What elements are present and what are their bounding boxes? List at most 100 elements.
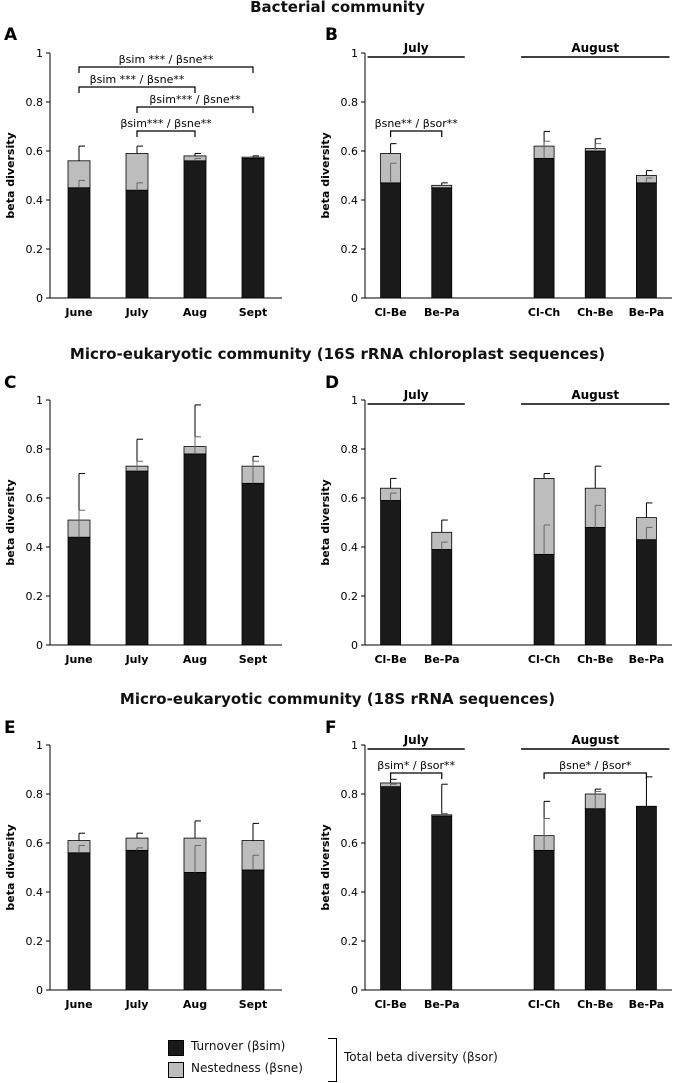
group-label: August [571,41,619,55]
y-tick-label: 1 [351,739,358,752]
x-tick-label: Be-Pa [629,998,665,1011]
group-label: July [403,41,429,55]
y-axis-label: beta diversity [4,479,17,565]
y-tick-label: 0.8 [341,443,359,456]
x-tick-label: Sept [239,998,268,1011]
y-tick-label: 0 [36,292,43,305]
y-tick-label: 0.4 [26,541,44,554]
y-axis-label: beta diversity [319,824,332,910]
y-tick-label: 0.4 [341,541,359,554]
y-tick-label: 0.2 [26,243,44,256]
bar-turnover [125,849,149,991]
significance-label: βsim *** / βsne** [90,73,185,86]
bar-turnover [636,805,657,991]
x-tick-label: July [125,306,149,319]
y-tick-label: 0.6 [26,837,44,850]
y-tick-label: 1 [351,394,358,407]
y-axis-label: beta diversity [4,132,17,218]
y-tick-label: 0.6 [26,492,44,505]
panel-label: C [4,373,16,393]
significance-label: βsne** / βsor** [375,117,459,130]
y-axis-label: beta diversity [319,132,332,218]
y-tick-label: 0.2 [341,935,359,948]
group-label: August [571,733,619,747]
y-tick-label: 0.8 [26,96,44,109]
bar-nestedness [431,184,453,189]
bar-turnover [584,527,606,646]
y-tick-label: 0.4 [26,886,44,899]
x-tick-label: July [125,998,149,1011]
significance-label: βsne* / βsor* [559,759,632,772]
y-tick-label: 0.6 [26,145,44,158]
group-label: July [403,733,429,747]
bar-turnover [584,808,606,991]
y-tick-label: 0.2 [341,243,359,256]
significance-bracket [136,130,196,137]
x-tick-label: Aug [183,998,207,1011]
panel-label: D [325,373,339,393]
panel-e: E 0 0.2 0.4 0.6 0.8 1 beta diversity June July Aug… [4,718,282,1011]
panel-d: D 0 0.2 0.4 0.6 0.8 1 beta diversity Cl-Be Be-Pa C… [319,373,672,666]
x-tick-label: Cl-Ch [528,306,560,319]
legend-total-label: Total beta diversity (βsor) [344,1050,498,1064]
legend-turnover-label: Turnover (βsim) [191,1039,286,1053]
legend-turnover-swatch [168,1040,184,1056]
bar-turnover [183,453,207,646]
y-tick-label: 0.6 [341,145,359,158]
panel-label: A [4,25,18,45]
y-tick-label: 0.6 [341,492,359,505]
y-tick-label: 0 [36,984,43,997]
legend: Turnover (βsim) Nestedness (βsne) Total … [168,1036,508,1082]
x-tick-label: July [125,653,149,666]
panel-b: B 0 0.2 0.4 0.6 0.8 1 beta diversity Cl-Be Be-Pa C… [319,25,672,319]
panel-c: C 0 0.2 0.4 0.6 0.8 1 beta diversity June July Aug… [4,373,282,666]
bar-turnover [183,872,207,991]
y-tick-label: 0.8 [341,96,359,109]
bar-turnover [241,869,265,991]
section-title-16s: Micro-eukaryotic community (16S rRNA chl… [69,345,606,363]
significance-bracket [389,772,443,779]
legend-nestedness-swatch [168,1062,184,1078]
significance-bracket [78,66,254,73]
bar-turnover [431,187,453,299]
x-tick-label: June [64,306,92,319]
group-label: July [403,388,429,402]
y-tick-label: 1 [351,47,358,60]
panel-label: B [325,25,338,45]
y-tick-label: 0.4 [341,194,359,207]
bar-turnover [67,187,91,299]
y-axis-label: beta diversity [4,824,17,910]
y-tick-label: 0.2 [341,590,359,603]
bar-turnover [125,189,149,299]
x-tick-label: Cl-Be [374,306,406,319]
bar-turnover [183,160,207,299]
y-tick-label: 0 [351,639,358,652]
bar-turnover [636,539,657,646]
bar-turnover [431,549,453,646]
y-tick-label: 0.6 [341,837,359,850]
x-tick-label: Ch-Be [577,653,613,666]
bar-turnover [533,849,555,991]
y-tick-label: 1 [36,394,43,407]
group-label: August [571,388,619,402]
panel-f: F 0 0.2 0.4 0.6 0.8 1 beta diversity Cl-Be Be-Pa C… [319,718,672,1011]
x-tick-label: Be-Pa [424,306,460,319]
bar-turnover [380,182,401,299]
section-title-bacterial: Bacterial community [250,0,425,16]
x-tick-label: Ch-Be [577,306,613,319]
y-tick-label: 0.2 [26,935,44,948]
x-tick-label: Cl-Ch [528,653,560,666]
x-tick-label: Cl-Be [374,998,406,1011]
y-tick-label: 0.2 [26,590,44,603]
significance-bracket [136,106,254,113]
significance-bracket [389,130,443,137]
y-tick-label: 0 [36,639,43,652]
bar-turnover [533,157,555,299]
bar-turnover [636,182,657,299]
y-tick-label: 0 [351,292,358,305]
x-tick-label: Aug [183,306,207,319]
bar-turnover [533,553,555,646]
bar-turnover [431,815,453,991]
bar-turnover [67,852,91,991]
figure: A 0 0.2 0.4 0.6 0.8 1 beta diversity June July Aug… [4,25,672,1011]
